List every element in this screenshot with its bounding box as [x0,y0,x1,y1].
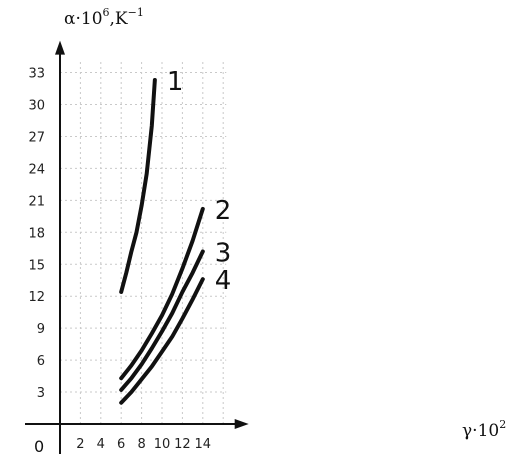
series-group: 1 2 34 [119,67,232,405]
y-tick-label-3: 3 [37,386,45,401]
grid [60,61,227,424]
x-axis-title: γ·102 [462,418,506,441]
y-tick-label-30: 30 [28,99,45,114]
y-tick-label-9: 9 [37,322,45,337]
x-tick-labels: 2 4 6 8 10 12 14 [76,437,211,452]
x-axis-exponent: 2 [499,418,506,431]
y-axis-title: α·106,K−1 [64,6,144,29]
y-tick-label-21: 21 [28,194,45,209]
x-tick-label-2: 2 [76,437,84,452]
y-tick-label-18: 18 [28,226,45,241]
series-label-3: 3 [215,238,232,268]
series-label-1: 1 [167,67,184,97]
y-tick-labels: 3 6 9 12 15 18 21 24 27 30 33 [28,67,45,401]
x-tick-label-14: 14 [195,437,212,452]
series-line-4 [119,277,205,405]
series-line-2 [119,206,205,381]
x-tick-label-8: 8 [137,437,145,452]
y-axis-arrow [55,40,65,55]
x-axis-arrow [234,419,249,429]
y-tick-label-12: 12 [28,290,45,305]
x-tick-label-4: 4 [97,437,105,452]
y-tick-label-27: 27 [28,130,45,145]
series-line-1 [119,78,157,294]
series-line-3 [119,249,205,392]
y-tick-label-15: 15 [28,258,45,273]
series-label-2: 2 [215,196,232,226]
y-axis-unit-exponent: −1 [128,6,144,19]
y-axis-exponent: 6 [103,6,110,19]
y-tick-label-6: 6 [37,354,45,369]
y-tick-label-33: 33 [28,67,45,82]
y-axis-unit: ,K [110,9,128,29]
series-label-4: 4 [215,266,232,296]
x-axis-label: γ·10 [462,421,499,441]
x-tick-label-12: 12 [174,437,191,452]
y-axis-label: α·10 [64,9,103,29]
y-tick-label-24: 24 [28,162,45,177]
origin-label: 0 [34,437,44,456]
x-tick-label-10: 10 [154,437,171,452]
x-tick-label-6: 6 [117,437,125,452]
